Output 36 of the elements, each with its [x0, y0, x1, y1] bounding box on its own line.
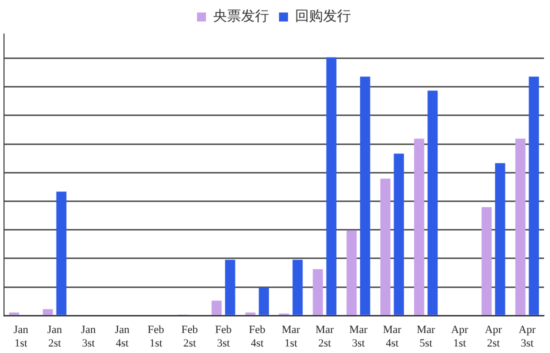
x-tick-label: Mar 3st — [349, 324, 368, 350]
bar — [258, 288, 269, 315]
x-tick-label: Jan 4st — [114, 324, 130, 350]
bar — [346, 230, 357, 315]
legend-label: 央票发行 — [213, 8, 269, 25]
bar — [360, 76, 370, 315]
x-tick-label: Mar 4st — [382, 324, 402, 350]
x-tick-label: Mar 5st — [416, 324, 436, 350]
x-tick-label: Mar 1st — [282, 324, 300, 350]
x-tick-label: Feb 1st — [148, 324, 165, 350]
x-tick-label: Apr 2st — [484, 324, 502, 350]
bar — [212, 300, 222, 315]
x-tick-label: Jan 1st — [14, 324, 29, 350]
bar — [414, 138, 424, 315]
bar — [428, 90, 438, 315]
legend-label: 回购发行 — [295, 8, 351, 25]
bar — [326, 57, 336, 315]
bar — [482, 207, 492, 315]
bar — [495, 163, 506, 315]
bar — [394, 154, 404, 315]
x-tick-label: Feb 2st — [181, 324, 198, 350]
x-tick-label: Apr 3st — [518, 324, 536, 350]
bar — [528, 76, 539, 315]
bar — [380, 178, 390, 315]
bar — [56, 192, 66, 315]
bar — [515, 138, 526, 315]
bar — [312, 269, 323, 315]
x-tick-label: Jan 3st — [81, 324, 96, 350]
bar — [225, 260, 236, 315]
x-tick-label: Feb 4st — [248, 324, 266, 350]
bar — [42, 309, 53, 315]
x-tick-label: Mar 2st — [315, 324, 334, 350]
x-tick-label: Feb 3st — [215, 324, 232, 350]
x-tick-label: Apr 1st — [451, 324, 469, 350]
bar — [292, 260, 303, 315]
x-tick-label: Jan 2st — [47, 324, 62, 350]
